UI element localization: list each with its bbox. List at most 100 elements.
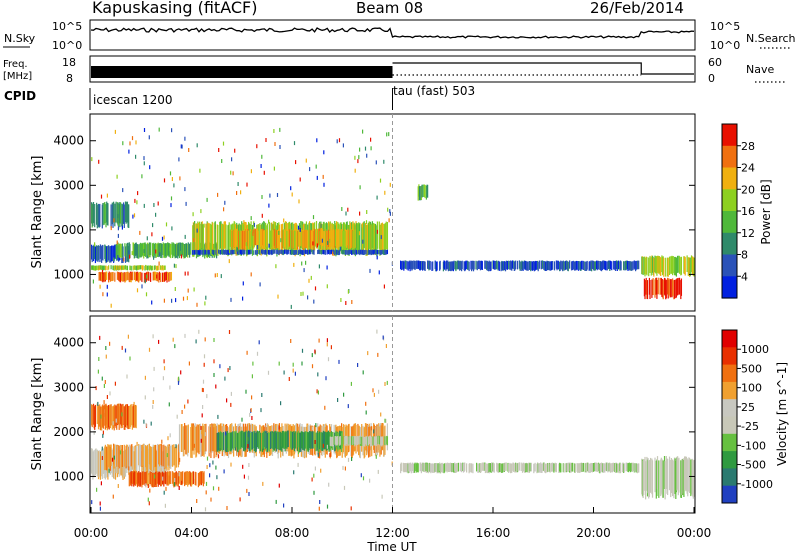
data-cell (298, 199, 300, 204)
data-cell (126, 255, 128, 260)
data-cell (552, 462, 554, 472)
data-cell (342, 249, 345, 255)
data-cell (315, 164, 317, 169)
data-cell (116, 244, 118, 259)
data-cell (284, 230, 286, 250)
data-cell (246, 488, 248, 493)
data-cell (433, 463, 435, 473)
data-cell (322, 439, 325, 444)
data-cell (311, 364, 314, 369)
data-cell (189, 243, 191, 258)
data-cell (247, 437, 249, 442)
data-cell (312, 431, 314, 449)
nsky-right-tick-top: 10^5 (710, 20, 740, 33)
data-cell (228, 222, 230, 251)
data-cell (451, 463, 453, 472)
data-cell (328, 482, 330, 487)
data-cell (268, 432, 271, 452)
data-cell (428, 462, 431, 472)
data-cell (515, 260, 517, 269)
data-cell (574, 463, 576, 473)
data-cell (318, 264, 320, 269)
data-cell (127, 334, 129, 339)
data-cell (147, 497, 149, 502)
data-cell (408, 463, 411, 473)
data-cell (180, 254, 183, 259)
data-cell (677, 456, 679, 490)
data-cell (547, 261, 549, 270)
data-cell (461, 463, 463, 473)
data-cell (95, 386, 97, 391)
data-cell (103, 265, 105, 270)
data-cell (517, 462, 519, 472)
data-cell (297, 462, 299, 467)
data-cell (154, 271, 156, 280)
data-cell (416, 260, 418, 269)
data-cell (174, 244, 176, 259)
data-cell (185, 201, 187, 206)
data-cell (332, 229, 335, 247)
data-cell (301, 261, 303, 266)
data-cell (672, 459, 674, 497)
data-cell (361, 223, 363, 228)
data-cell (481, 462, 483, 471)
data-cell (174, 478, 176, 482)
data-cell (222, 432, 225, 450)
data-cell (178, 424, 181, 453)
data-cell (380, 412, 382, 417)
data-cell (136, 265, 138, 271)
data-cell (297, 430, 299, 448)
data-cell (123, 257, 125, 262)
power-ylabel: Slant Range [km] (30, 156, 45, 269)
data-cell (365, 250, 367, 255)
data-cell (641, 256, 643, 275)
data-cell (318, 338, 320, 343)
data-cell (101, 246, 103, 263)
data-cell (314, 440, 316, 444)
colorbar-tick-label: 1000 (741, 343, 769, 356)
data-cell (228, 330, 231, 334)
data-cell (375, 249, 377, 255)
data-cell (230, 462, 232, 467)
data-cell (494, 261, 496, 270)
data-cell (107, 245, 109, 262)
data-cell (415, 463, 417, 473)
data-cell (108, 245, 110, 261)
data-cell (193, 287, 195, 292)
data-cell (365, 401, 367, 406)
data-cell (162, 272, 164, 282)
data-cell (503, 463, 505, 473)
data-cell (366, 153, 368, 158)
data-cell (263, 170, 265, 175)
data-cell (261, 249, 263, 254)
data-cell (618, 463, 620, 474)
data-cell (339, 229, 341, 248)
data-cell (114, 265, 116, 270)
data-cell (335, 436, 337, 446)
data-cell (286, 431, 288, 449)
data-cell (362, 370, 364, 375)
data-cell (175, 298, 177, 303)
data-cell (128, 444, 130, 467)
data-cell (279, 145, 281, 149)
data-cell (155, 243, 157, 258)
data-cell (187, 424, 189, 453)
data-cell (153, 387, 155, 392)
data-cell (654, 255, 656, 273)
data-cell (302, 432, 304, 450)
data-cell (380, 235, 382, 240)
data-cell (379, 178, 382, 183)
data-cell (243, 249, 245, 255)
data-cell (149, 488, 151, 493)
data-cell (378, 389, 380, 394)
colorbar-segment (722, 364, 737, 383)
data-cell (386, 132, 388, 137)
data-cell (373, 429, 375, 434)
data-cell (251, 228, 253, 246)
nsky-label: N.Sky (4, 32, 36, 45)
data-cell (330, 249, 333, 254)
data-cell (230, 297, 232, 302)
data-cell (256, 230, 259, 250)
data-cell (326, 342, 328, 347)
data-cell (169, 272, 171, 281)
